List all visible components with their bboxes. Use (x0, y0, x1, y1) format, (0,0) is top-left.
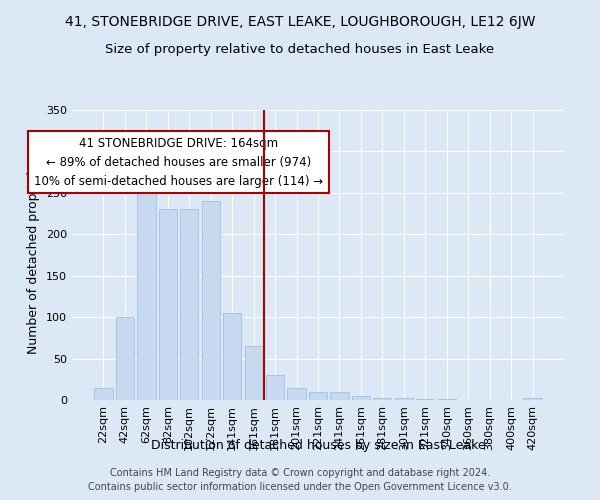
Y-axis label: Number of detached properties: Number of detached properties (28, 156, 40, 354)
Text: Size of property relative to detached houses in East Leake: Size of property relative to detached ho… (106, 42, 494, 56)
Bar (137, 176, 155, 400)
Bar (395, 398, 413, 400)
Bar (266, 375, 284, 400)
Bar (223, 313, 241, 400)
Bar (245, 346, 263, 400)
Bar (437, 399, 456, 400)
Text: Contains public sector information licensed under the Open Government Licence v3: Contains public sector information licen… (88, 482, 512, 492)
Bar (287, 388, 305, 400)
Text: 41 STONEBRIDGE DRIVE: 164sqm
← 89% of detached houses are smaller (974)
10% of s: 41 STONEBRIDGE DRIVE: 164sqm ← 89% of de… (34, 136, 323, 188)
Bar (309, 392, 327, 400)
Text: Distribution of detached houses by size in East Leake: Distribution of detached houses by size … (151, 438, 485, 452)
Text: 41, STONEBRIDGE DRIVE, EAST LEAKE, LOUGHBOROUGH, LE12 6JW: 41, STONEBRIDGE DRIVE, EAST LEAKE, LOUGH… (65, 15, 535, 29)
Bar (352, 396, 370, 400)
Bar (373, 398, 391, 400)
Bar (416, 399, 434, 400)
Text: Contains HM Land Registry data © Crown copyright and database right 2024.: Contains HM Land Registry data © Crown c… (110, 468, 490, 477)
Bar (202, 201, 220, 400)
Bar (94, 388, 113, 400)
Bar (159, 210, 177, 400)
Bar (180, 210, 199, 400)
Bar (116, 317, 134, 400)
Bar (523, 398, 542, 400)
Bar (331, 392, 349, 400)
